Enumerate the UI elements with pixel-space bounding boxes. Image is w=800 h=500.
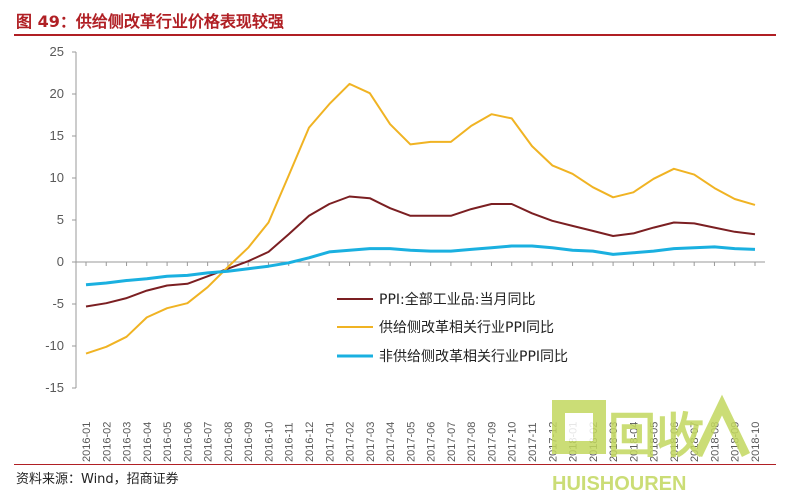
x-tick-label: 2016-05 bbox=[162, 422, 174, 462]
x-tick-label: 2018-06 bbox=[669, 422, 681, 462]
x-tick-label: 2017-09 bbox=[486, 422, 498, 462]
x-tick-label: 2017-06 bbox=[426, 422, 438, 462]
y-tick-label: -10 bbox=[45, 338, 64, 353]
x-tick-label: 2016-08 bbox=[223, 422, 235, 462]
x-tick-label: 2016-04 bbox=[142, 422, 154, 462]
x-tick-label: 2017-08 bbox=[466, 422, 478, 462]
footer-divider bbox=[14, 464, 776, 465]
x-tick-label: 2017-10 bbox=[507, 422, 519, 462]
page-title: 图 49：供给侧改革行业价格表现较强 bbox=[16, 12, 284, 31]
y-tick-label: 20 bbox=[50, 86, 64, 101]
y-tick-label: 10 bbox=[50, 170, 64, 185]
series-lines bbox=[85, 82, 756, 355]
x-tick-label: 2016-07 bbox=[203, 422, 215, 462]
x-tick-label: 2016-01 bbox=[81, 422, 93, 462]
x-tick-label: 2017-05 bbox=[405, 422, 417, 462]
source-note: 资料来源：Wind，招商证券 bbox=[16, 472, 179, 487]
series-line-1 bbox=[85, 195, 756, 308]
watermark-person-icon bbox=[693, 394, 751, 457]
x-tick-label: 2017-07 bbox=[446, 422, 458, 462]
x-tick-label: 2017-02 bbox=[345, 422, 357, 462]
x-tick-label: 2016-09 bbox=[243, 422, 255, 462]
watermark-box-inner bbox=[565, 413, 593, 441]
x-tick-label: 2018-04 bbox=[628, 422, 640, 462]
x-tick-label: 2018-03 bbox=[608, 422, 620, 462]
legend-label-1: PPI:全部工业品:当月同比 bbox=[379, 291, 535, 308]
x-tick-label: 2018-10 bbox=[750, 422, 762, 462]
series-line-3 bbox=[85, 244, 756, 287]
x-tick-label: 2016-12 bbox=[304, 422, 316, 462]
y-tick-label: 0 bbox=[57, 254, 64, 269]
x-tick-label: 2017-11 bbox=[527, 422, 539, 462]
x-tick-label: 2017-01 bbox=[324, 422, 336, 462]
x-tick-label: 2016-11 bbox=[284, 422, 296, 462]
x-tick-label: 2016-03 bbox=[122, 422, 134, 462]
x-tick-label: 2018-05 bbox=[649, 422, 661, 462]
series-line-2 bbox=[85, 82, 756, 355]
title-divider bbox=[14, 34, 776, 36]
y-tick-label: 15 bbox=[50, 128, 64, 143]
huishouren-watermark: 回收 HUISHOUREN bbox=[552, 394, 751, 495]
x-axis: 2016-01 2016-02 2016-03 2016-04 2016-05 2016-… bbox=[76, 261, 765, 462]
x-tick-label: 2016-06 bbox=[182, 422, 194, 462]
y-axis: -15 -10 -5 0 5 10 15 20 25 bbox=[45, 44, 77, 395]
legend-label-2: 供给侧改革相关行业PPI同比 bbox=[379, 320, 554, 336]
x-tick-label: 2016-02 bbox=[101, 422, 113, 462]
x-tick-label: 2017-04 bbox=[385, 422, 397, 462]
x-tick-label: 2016-10 bbox=[263, 422, 275, 462]
y-tick-label: -15 bbox=[45, 380, 64, 395]
y-tick-label: 5 bbox=[57, 212, 64, 227]
legend-label-3: 非供给侧改革相关行业PPI同比 bbox=[379, 349, 568, 365]
y-tick-label: -5 bbox=[52, 296, 64, 311]
watermark-sub-text: HUISHOUREN bbox=[552, 473, 686, 495]
legend: PPI:全部工业品:当月同比供给侧改革相关行业PPI同比非供给侧改革相关行业PP… bbox=[337, 291, 568, 365]
y-tick-label: 25 bbox=[50, 44, 64, 59]
x-tick-label: 2017-03 bbox=[365, 422, 377, 462]
watermark-main-text: 回收 bbox=[608, 410, 704, 463]
